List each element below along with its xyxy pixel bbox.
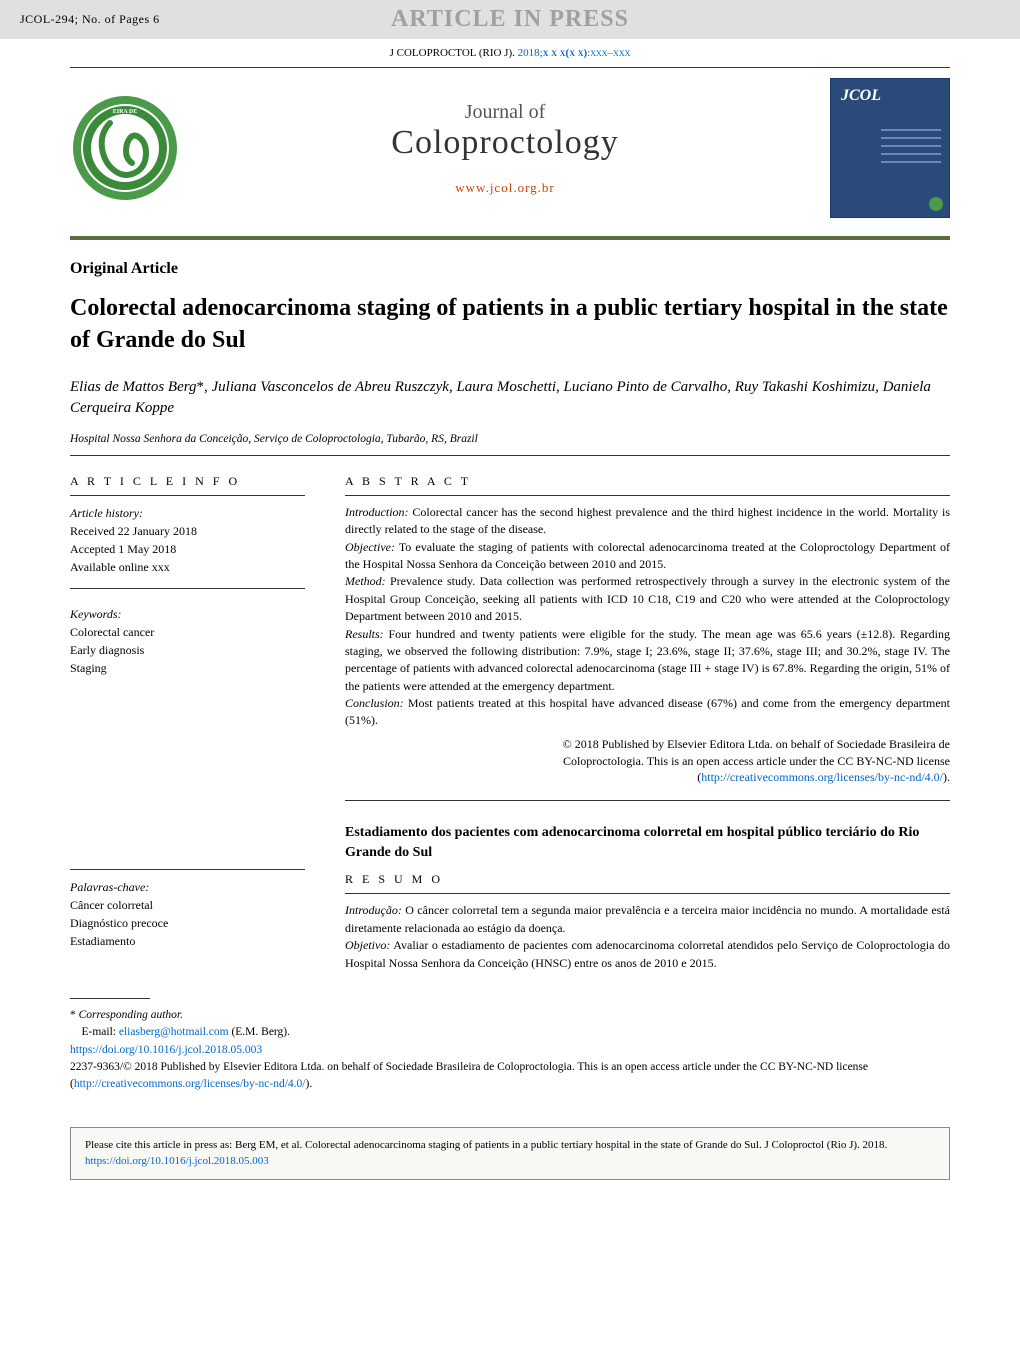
article-info-heading: A R T I C L E I N F O — [70, 474, 305, 489]
copyright-line2: Coloproctologia. This is an open access … — [563, 754, 950, 768]
doc-id-block: JCOL-294; No. of Pages 6 — [20, 12, 160, 27]
palavra-chave: Estadiamento — [70, 932, 305, 950]
article-info-column: A R T I C L E I N F O Article history: R… — [70, 474, 305, 809]
copyright-line1: © 2018 Published by Elsevier Editora Ltd… — [563, 737, 950, 751]
corresponding-author-note: * Corresponding author. — [70, 1007, 950, 1024]
history-label: Article history: — [70, 504, 305, 522]
society-logo: EIRA DE — [70, 93, 180, 203]
keyword: Early diagnosis — [70, 641, 305, 659]
email-attribution: (E.M. Berg). — [229, 1026, 290, 1038]
introducao-text: O câncer colorretal tem a segunda maior … — [345, 903, 950, 934]
cite-doi-link[interactable]: https://doi.org/10.1016/j.jcol.2018.05.0… — [85, 1155, 269, 1167]
abstract-heading: A B S T R A C T — [345, 474, 950, 489]
keyword: Staging — [70, 659, 305, 677]
journal-title: Coloproctology — [180, 124, 830, 162]
citation-year-link[interactable]: 2018;x x x(x x):xxx–xxx — [518, 47, 631, 59]
top-citation: J COLOPROCTOL (RIO J). 2018;x x x(x x):x… — [0, 39, 1020, 67]
license-link[interactable]: http://creativecommons.org/licenses/by-n… — [701, 770, 943, 784]
article-in-press-header: JCOL-294; No. of Pages 6 ARTICLE IN PRES… — [0, 0, 1020, 39]
email-line: E-mail: eliasberg@hotmail.com (E.M. Berg… — [70, 1024, 950, 1041]
keywords-block: Keywords: Colorectal cancer Early diagno… — [70, 605, 305, 677]
palavra-chave: Diagnóstico precoce — [70, 914, 305, 932]
corresponding-label: Corresponding author. — [79, 1009, 183, 1021]
journal-cover-thumbnail: JCOL — [830, 78, 950, 218]
online-date: Available online xxx — [70, 558, 305, 576]
issn-suffix: ). — [306, 1078, 313, 1090]
footnote-separator — [70, 998, 150, 999]
received-date: Received 22 January 2018 — [70, 522, 305, 540]
journal-title-block: Journal of Coloproctology www.jcol.org.b… — [180, 101, 830, 196]
objective-label: Objective: — [345, 540, 395, 554]
results-label: Results: — [345, 627, 384, 641]
asterisk-mark: * — [70, 1009, 79, 1021]
resumo-heading: R E S U M O — [345, 872, 950, 887]
abstract-column: A B S T R A C T Introduction: Colorectal… — [345, 474, 950, 809]
email-link[interactable]: eliasberg@hotmail.com — [119, 1026, 229, 1038]
abstract-body: Introduction: Colorectal cancer has the … — [345, 504, 950, 730]
issn-copyright-line: 2237-9363/© 2018 Published by Elsevier E… — [70, 1059, 950, 1094]
copyright-block: © 2018 Published by Elsevier Editora Ltd… — [345, 736, 950, 786]
divider — [345, 893, 950, 894]
divider — [345, 800, 950, 801]
journal-header: EIRA DE Journal of Coloproctology www.jc… — [0, 68, 1020, 228]
divider — [345, 495, 950, 496]
method-text: Prevalence study. Data collection was pe… — [345, 574, 950, 623]
article-type: Original Article — [70, 260, 950, 278]
license-suffix: ). — [943, 770, 950, 784]
intro-label: Introduction: — [345, 505, 409, 519]
authors-list: Elias de Mattos Berg*, Juliana Vasconcel… — [70, 377, 950, 419]
title-portuguese: Estadiamento dos pacientes com adenocarc… — [345, 823, 950, 862]
svg-text:EIRA DE: EIRA DE — [113, 109, 138, 115]
objetivo-label: Objetivo: — [345, 938, 390, 952]
divider — [70, 455, 950, 456]
intro-text: Colorectal cancer has the second highest… — [345, 505, 950, 536]
article-in-press-banner: ARTICLE IN PRESS — [391, 6, 629, 33]
palavras-column: Palavras-chave: Câncer colorretal Diagnó… — [70, 809, 305, 972]
doi-link[interactable]: https://doi.org/10.1016/j.jcol.2018.05.0… — [70, 1044, 262, 1056]
palavras-label: Palavras-chave: — [70, 878, 305, 896]
author-corresponding: Elias de Mattos Berg — [70, 379, 197, 395]
page-count: No. of Pages 6 — [82, 12, 160, 26]
cover-jcol-label: JCOL — [831, 79, 949, 113]
journal-abbrev: J COLOPROCTOL (RIO J). — [390, 47, 515, 59]
footnotes: * Corresponding author. E-mail: eliasber… — [70, 1007, 950, 1093]
keywords-label: Keywords: — [70, 605, 305, 623]
objective-text: To evaluate the staging of patients with… — [345, 540, 950, 571]
resumo-column: Estadiamento dos pacientes com adenocarc… — [345, 809, 950, 972]
method-label: Method: — [345, 574, 386, 588]
divider — [70, 588, 305, 589]
resumo-body: Introdução: O câncer colorretal tem a se… — [345, 902, 950, 972]
introducao-label: Introdução: — [345, 903, 402, 917]
journal-title-prefix: Journal of — [180, 101, 830, 124]
email-label: E-mail: — [82, 1026, 119, 1038]
doc-id: JCOL-294; — [20, 12, 79, 26]
cover-toc-lines — [881, 129, 941, 169]
accepted-date: Accepted 1 May 2018 — [70, 540, 305, 558]
keyword: Colorectal cancer — [70, 623, 305, 641]
conclusion-label: Conclusion: — [345, 696, 404, 710]
article-title: Colorectal adenocarcinoma staging of pat… — [70, 292, 950, 357]
resumo-row: Palavras-chave: Câncer colorretal Diagnó… — [70, 809, 950, 972]
divider — [70, 869, 305, 870]
cover-logo-icon — [929, 197, 943, 211]
palavra-chave: Câncer colorretal — [70, 896, 305, 914]
results-text: Four hundred and twenty patients were el… — [345, 627, 950, 693]
article-content: Original Article Colorectal adenocarcino… — [0, 240, 1020, 1113]
corresponding-asterisk: * — [197, 379, 205, 395]
divider — [70, 495, 305, 496]
affiliation: Hospital Nossa Senhora da Conceição, Ser… — [70, 433, 950, 445]
footer-license-link[interactable]: http://creativecommons.org/licenses/by-n… — [74, 1078, 306, 1090]
citation-box: Please cite this article in press as: Be… — [70, 1127, 950, 1180]
objetivo-text: Avaliar o estadiamento de pacientes com … — [345, 938, 950, 969]
conclusion-text: Most patients treated at this hospital h… — [345, 696, 950, 727]
journal-url-link[interactable]: www.jcol.org.br — [180, 180, 830, 196]
info-abstract-row: A R T I C L E I N F O Article history: R… — [70, 474, 950, 809]
cite-text: Please cite this article in press as: Be… — [85, 1139, 887, 1151]
